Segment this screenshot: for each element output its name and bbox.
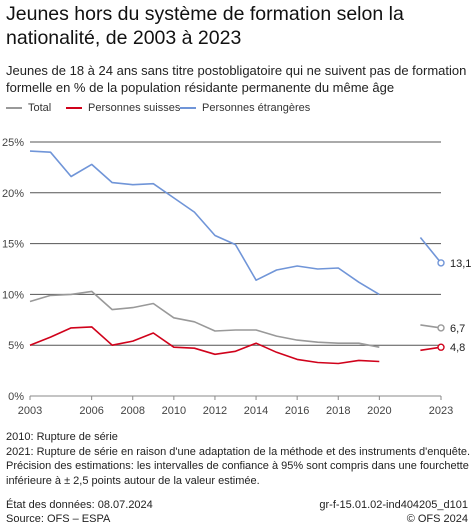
legend: Total Personnes suisses Personnes étrang… <box>6 102 468 118</box>
y-tick-label: 5% <box>8 340 24 352</box>
x-tick-label: 2010 <box>162 405 186 417</box>
legend-label-total: Total <box>28 102 52 114</box>
legend-swatch-suisses <box>66 107 82 109</box>
y-tick-label: 20% <box>2 188 24 200</box>
x-tick-label: 2023 <box>429 405 453 417</box>
chart-subtitle: Jeunes de 18 à 24 ans sans titre postobl… <box>6 63 467 95</box>
legend-swatch-total <box>6 107 22 109</box>
x-tick-label: 2008 <box>121 405 145 417</box>
y-tick-label: 25% <box>2 137 24 149</box>
legend-item-etrangeres: Personnes étrangères <box>180 102 310 114</box>
chart-title: Jeunes hors du système de formation selo… <box>6 3 404 49</box>
legend-swatch-etrangeres <box>180 107 196 109</box>
notes: 2010: Rupture de série 2021: Rupture de … <box>6 430 471 488</box>
x-tick-label: 2003 <box>18 405 42 417</box>
legend-item-total: Total <box>6 102 51 114</box>
end-label-total: 6,7 <box>450 323 465 335</box>
footer-right: gr-f-15.01.02-ind404205_d101 © OFS 2024 <box>319 498 468 526</box>
series-line-total <box>29 290 380 348</box>
y-tick-label: 0% <box>8 391 24 403</box>
data-date: État des données: 08.07.2024 <box>6 499 153 511</box>
x-tick-label: 2006 <box>79 405 103 417</box>
x-tick-label: 2020 <box>367 405 391 417</box>
note-line: 2021: Rupture de série en raison d'une a… <box>6 445 471 458</box>
note-line: 2010: Rupture de série <box>6 431 118 443</box>
x-tick-label: 2018 <box>326 405 350 417</box>
note-line: Précision des estimations: les intervall… <box>6 460 469 472</box>
data-source: Source: OFS – ESPA <box>6 513 111 525</box>
x-tick-label: 2016 <box>285 405 309 417</box>
series-line-suisses <box>29 326 380 365</box>
line-chart: 0% 5% 10% 15% 20% 25% 2003 2006 2008 2010 2012 2014… <box>2 137 471 417</box>
note-line: inférieure à ± 2,5 points autour de la v… <box>6 474 260 487</box>
end-label-suisses: 4,8 <box>450 342 465 354</box>
chart-code: gr-f-15.01.02-ind404205_d101 <box>319 499 468 511</box>
legend-label-suisses: Personnes suisses <box>88 102 181 114</box>
x-tick-label: 2014 <box>244 405 268 417</box>
series-line-etrangeres <box>419 236 442 264</box>
end-label-etrangeres: 13,1 <box>450 258 471 270</box>
y-tick-label: 10% <box>2 289 24 301</box>
end-point-total <box>437 324 445 332</box>
legend-item-suisses: Personnes suisses <box>66 102 180 114</box>
x-tick-label: 2012 <box>203 405 227 417</box>
copyright: © OFS 2024 <box>406 513 468 525</box>
legend-label-etrangeres: Personnes étrangères <box>202 102 311 114</box>
series-line-etrangeres <box>29 150 380 296</box>
y-tick-label: 15% <box>2 239 24 251</box>
footer-left: État des données: 08.07.2024 Source: OFS… <box>6 498 153 526</box>
end-point-etrangeres <box>437 259 445 267</box>
end-point-suisses <box>437 343 445 351</box>
